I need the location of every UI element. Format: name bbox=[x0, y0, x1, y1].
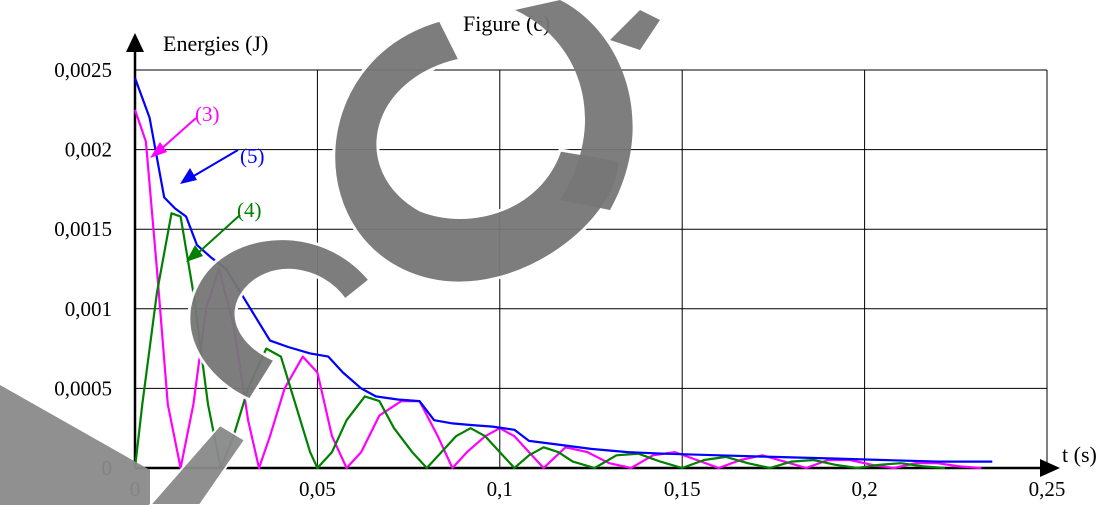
x-tick-label: 0,15 bbox=[664, 477, 701, 501]
x-axis-label: t (s) bbox=[1062, 442, 1097, 467]
watermark-diagonal-shape bbox=[148, 423, 247, 505]
y-axis-arrow-icon bbox=[126, 33, 144, 52]
series-line-5 bbox=[133, 77, 993, 463]
series-3-pointer bbox=[159, 117, 197, 151]
series-5-label: (5) bbox=[240, 144, 265, 168]
series-5-arrow-icon bbox=[180, 168, 197, 184]
watermark-bar-shape bbox=[0, 385, 150, 505]
annotations: (3) (5) (4) bbox=[150, 102, 265, 262]
y-tick-label: 0,002 bbox=[65, 138, 112, 162]
watermark-shapes bbox=[0, 0, 660, 505]
y-axis-label: Energies (J) bbox=[163, 31, 268, 56]
series-5-pointer bbox=[191, 149, 239, 178]
y-tick-label: 0,001 bbox=[65, 297, 112, 321]
y-tick-label: 0,0015 bbox=[54, 217, 112, 241]
x-tick-label: 0,25 bbox=[1029, 477, 1066, 501]
series-3-label: (3) bbox=[195, 102, 220, 126]
series-4-pointer bbox=[197, 214, 241, 254]
y-tick-label: 0,0005 bbox=[54, 376, 112, 400]
series-4-label: (4) bbox=[237, 198, 262, 222]
watermark-small-c-shape bbox=[187, 237, 373, 402]
series-3-arrow-icon bbox=[150, 142, 167, 158]
watermark-arrow-shape bbox=[610, 10, 660, 50]
x-tick-label: 0,2 bbox=[851, 477, 877, 501]
watermark-o-shape bbox=[515, 0, 633, 210]
x-tick-label: 0,1 bbox=[487, 477, 513, 501]
x-tick-labels: 00,050,10,150,20,25 bbox=[130, 477, 1066, 501]
x-tick-label: 0,05 bbox=[299, 477, 336, 501]
series-4-arrow-icon bbox=[186, 245, 203, 262]
x-axis-arrow-icon bbox=[1040, 459, 1060, 477]
y-tick-label: 0,0025 bbox=[54, 58, 112, 82]
